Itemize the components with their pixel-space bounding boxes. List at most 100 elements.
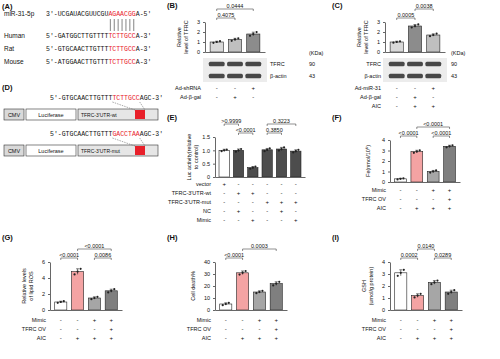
y-tick: 4 — [382, 259, 390, 265]
tick-mark — [388, 310, 390, 311]
data-point — [414, 25, 416, 27]
condition-label: TFRC OV — [362, 196, 386, 202]
data-point — [110, 290, 112, 292]
condition-sign: - — [223, 199, 225, 205]
base-pair — [133, 19, 134, 31]
marks — [395, 144, 456, 182]
reporter-label: Luciferase — [38, 112, 63, 118]
error-bar — [252, 32, 255, 36]
tick-label: 2 — [197, 29, 200, 35]
error-bar — [93, 297, 96, 299]
base-pair — [110, 19, 111, 31]
y-tick: 1 — [377, 39, 385, 45]
y-axis-title-line: Relative — [176, 27, 182, 47]
condition-sign: - — [280, 217, 282, 223]
panel-letter: (B) — [167, 1, 178, 10]
y-axis: 0123 — [377, 19, 386, 55]
p-value: 0.3850 — [266, 127, 283, 133]
bracket — [217, 18, 235, 20]
y-tick: 1.0 — [202, 148, 215, 154]
tick-mark — [203, 52, 205, 53]
condition-sign: - — [396, 85, 398, 91]
bracket — [94, 258, 111, 260]
panel: (F)01234Fe(nmol/10⁶)<0.0001<0.0001<0.000… — [332, 113, 461, 211]
y-axis-title-line: level of TFRC — [183, 20, 189, 54]
y-axis-title-line: Luc activity(relative — [186, 134, 192, 181]
row-label: miR-31-5p — [4, 10, 35, 18]
tick-label: 0.5 — [202, 161, 210, 167]
condition-sign: - — [399, 196, 401, 202]
data-point — [392, 42, 394, 44]
p-value: 0.0003 — [251, 243, 268, 249]
bar — [412, 296, 424, 310]
tick-mark — [213, 137, 215, 138]
tick-mark — [383, 22, 385, 23]
reporter-box — [26, 145, 76, 156]
x-axis — [51, 310, 123, 311]
panel-a: (A)miR-31-5p3'-UCGAUACGUUCGUAGAACGGA-5'H… — [2, 2, 151, 66]
condition-sign: + — [274, 317, 278, 323]
condition-sign: - — [433, 326, 435, 332]
condition-sign: + — [280, 208, 284, 214]
tick-label: 3 — [382, 271, 385, 277]
error-bar — [275, 282, 278, 286]
bracket — [415, 9, 433, 11]
y-tick: 1 — [197, 39, 205, 45]
condition-label: Mimic — [197, 317, 212, 323]
axis-line — [205, 23, 206, 53]
condition-sign: - — [77, 317, 79, 323]
y-axis: 01234 — [382, 259, 391, 313]
marks — [220, 270, 283, 310]
p-value: 0.0038 — [416, 3, 433, 9]
condition-sign: - — [242, 317, 244, 323]
tick-label: 0 — [382, 179, 385, 185]
guide-line — [112, 102, 135, 110]
condition-label: NC — [203, 208, 211, 214]
condition-sign: - — [280, 181, 282, 187]
bracket — [226, 258, 243, 260]
condition-sign: + — [432, 103, 436, 109]
tick-mark — [388, 274, 390, 275]
bracket — [400, 136, 416, 138]
y-axis-title-line: to control) — [193, 145, 199, 170]
bar — [228, 40, 241, 53]
tick-label: 2 — [42, 291, 45, 297]
p-value: <0.0001 — [431, 130, 451, 136]
data-point — [416, 150, 418, 152]
x-axis — [391, 182, 461, 183]
tick-mark — [213, 286, 215, 287]
data-point — [396, 41, 398, 43]
tick-mark — [213, 298, 215, 299]
site-marker — [135, 110, 145, 119]
condition-sign: - — [416, 187, 418, 193]
sequence-part: AGC-3' — [140, 131, 163, 138]
blot-band — [209, 74, 225, 79]
p-value: <0.0001 — [423, 121, 443, 127]
p-value: <0.0001 — [84, 243, 104, 249]
condition-sign: + — [274, 326, 278, 332]
sequence-part: TCTTGCC — [112, 95, 139, 102]
data-point — [266, 149, 268, 151]
data-point — [76, 271, 78, 273]
condition-sign: - — [266, 181, 268, 187]
condition-sign: - — [252, 208, 254, 214]
condition-label: TFRC-3'UTR-wt — [172, 190, 212, 196]
condition-sign: - — [60, 326, 62, 332]
row-label: Human — [4, 32, 25, 39]
blot-band — [425, 74, 441, 79]
data-point — [237, 37, 239, 39]
condition-sign: - — [399, 187, 401, 193]
tick-label: 0 — [377, 49, 380, 55]
condition-sign: + — [237, 208, 241, 214]
axis-line — [216, 177, 306, 178]
blot-band — [389, 74, 405, 79]
condition-sign: + — [294, 199, 298, 205]
y-axis: 00.51.01.5 — [202, 134, 215, 180]
sequence-part: 3'-UCGAUACGUUCGU — [46, 11, 109, 18]
y-axis: 0246 — [42, 259, 51, 313]
tick-label: 3 — [382, 148, 385, 154]
panel: (G)0246Relative levelsof lipid ROS<0.000… — [2, 233, 123, 341]
sequence: 5'-ATGGAACTTGTTTTCTTGCCA-3' — [46, 59, 151, 66]
bar — [253, 292, 265, 310]
y-axis-title-line: Relative levels — [21, 268, 27, 304]
